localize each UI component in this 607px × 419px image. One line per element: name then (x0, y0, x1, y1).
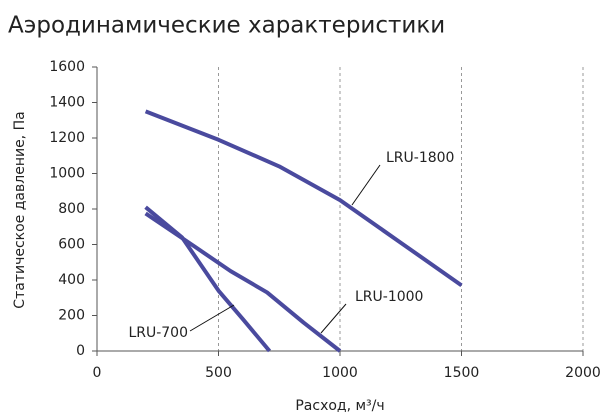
y-tick-label: 1200 (49, 130, 85, 146)
y-tick-label: 800 (58, 201, 85, 217)
leader-line (351, 164, 381, 206)
x-axis-label: Расход, м³/ч (295, 398, 384, 414)
y-tick-label: 400 (58, 272, 85, 288)
x-tick-label: 500 (205, 365, 232, 381)
y-tick-label: 600 (58, 237, 85, 253)
leader-line (189, 304, 235, 332)
chart-title: Аэродинамические характеристики (8, 13, 445, 39)
series-label: LRU-1000 (355, 289, 423, 305)
y-axis-label: Статическое давление, Па (12, 111, 28, 308)
y-tick-label: 1400 (49, 95, 85, 111)
x-tick-label: 1000 (322, 365, 358, 381)
leader-line (320, 303, 347, 334)
series-line (144, 109, 463, 287)
y-tick-label: 200 (58, 308, 85, 324)
x-tick-label: 1500 (444, 365, 480, 381)
series-label: LRU-700 (128, 325, 188, 341)
x-tick-label: 0 (93, 365, 102, 381)
y-tick-label: 1600 (49, 59, 85, 75)
series-line (144, 205, 272, 353)
x-tick-label: 2000 (565, 365, 601, 381)
y-tick-label: 0 (76, 343, 85, 359)
series-label: LRU-1800 (386, 150, 454, 166)
y-tick-label: 1000 (49, 166, 85, 182)
